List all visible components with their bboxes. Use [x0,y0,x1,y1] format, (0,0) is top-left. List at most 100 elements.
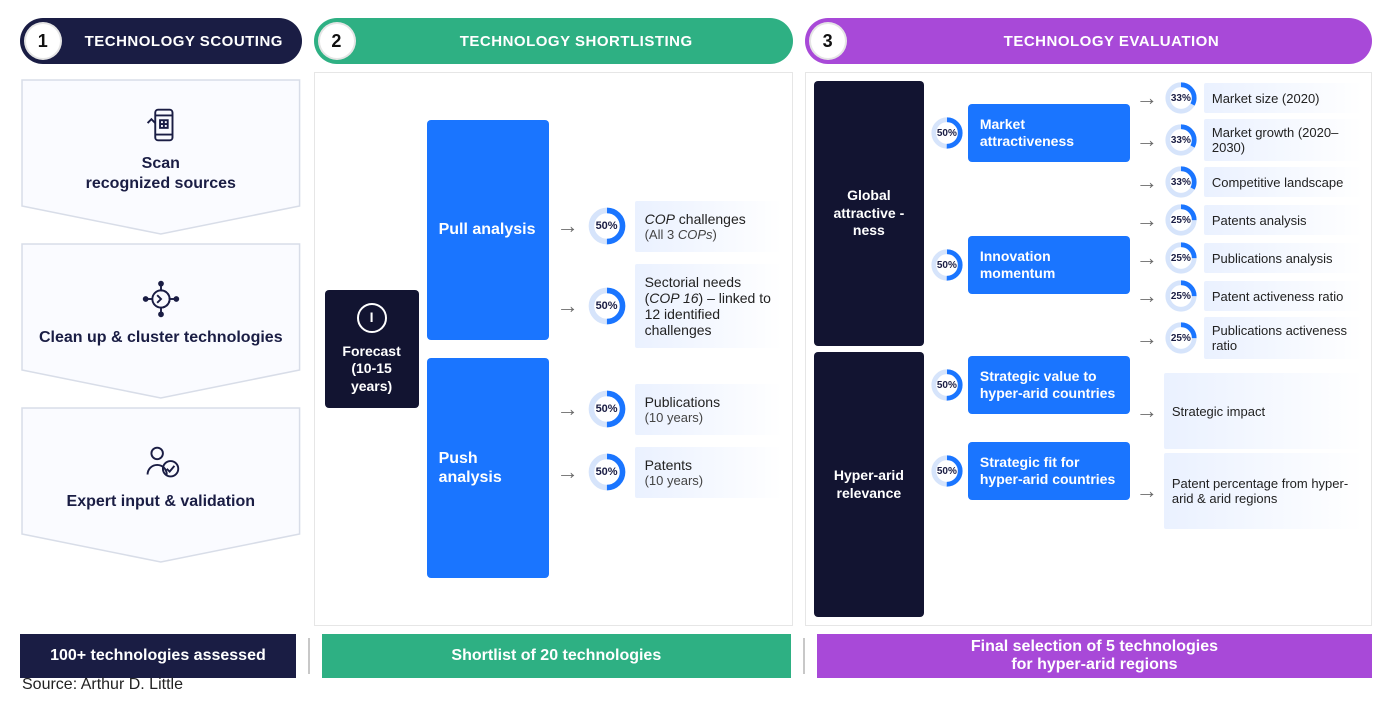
scouting-step-1: Scanrecognized sources [20,78,302,236]
criterion-label: Strategic value to hyper-arid countries [968,356,1130,414]
pct-ring: 50% [930,116,964,150]
eval-metric-1: → 33%Market size (2020) [1136,81,1363,115]
pct-ring: 50% [587,389,627,429]
column-scouting: 1 TECHNOLOGY SCOUTING Scanrecognized sou… [20,18,302,626]
arrow-icon: → [1136,87,1158,109]
pct-ring: 50% [930,454,964,488]
metric-label: Market growth (2020–2030) [1204,119,1363,161]
arrow-icon: → [1136,209,1158,231]
header-title-2: TECHNOLOGY SHORTLISTING [368,33,785,50]
criterion-label: Strategic fit for hyper-arid countries [968,442,1130,500]
scan-icon [138,102,184,148]
header-pill-3: 3 TECHNOLOGY EVALUATION [805,18,1372,64]
metric-label: Publications analysis [1204,243,1363,273]
header-title-3: TECHNOLOGY EVALUATION [859,33,1364,50]
item-text: Sectorial needs (COP 16) – linked to 12 … [635,264,782,348]
eval-category-2: Hyper-arid relevance [814,352,924,617]
col1-body: Scanrecognized sources Clean up & cluster… [20,64,302,626]
forecast-box: I Forecast (10-15 years) [325,290,419,408]
push-analysis-box: Push analysis [427,358,549,578]
pct-ring: 50% [930,248,964,282]
pct-ring: 25% [1164,279,1198,313]
shortlist-item-3: → 50%Publications(10 years) [557,384,782,435]
arrow-icon: → [1136,129,1158,151]
pct-ring: 33% [1164,81,1198,115]
pct-ring: 33% [1164,123,1198,157]
eval-criterion-1: 50%Market attractiveness [930,81,1130,185]
item-text: Publications(10 years) [635,384,782,435]
arrow-icon: → [557,398,579,420]
eval-criterion-2: 50%Innovation momentum [930,191,1130,339]
eval-metric-3: → 33%Competitive landscape [1136,165,1363,199]
eval-metric-4: → 25%Patents analysis [1136,203,1363,237]
arrow-icon: → [1136,285,1158,307]
expert-icon [138,440,184,486]
step-label: Clean up & cluster technologies [39,328,283,348]
eval-metric-8: → Strategic impact [1136,373,1363,449]
col3-left: Global attractive -nessHyper-arid releva… [814,81,924,617]
arrow-icon: → [557,295,579,317]
metric-label: Market size (2020) [1204,83,1363,113]
metric-label: Publications activeness ratio [1204,317,1363,359]
criterion-label: Market attractiveness [968,104,1130,162]
header-pill-2: 2 TECHNOLOGY SHORTLISTING [314,18,793,64]
pct-ring: 50% [587,452,627,492]
forecast-num: I [357,303,387,333]
eval-criterion-3: 50%Strategic value to hyper-arid countri… [930,345,1130,425]
pct-ring: 50% [930,368,964,402]
cluster-icon [138,276,184,322]
arrow-icon: → [1136,327,1158,349]
footer-divider-1 [308,638,310,674]
col3-right: →33%Market size (2020)→33%Market growth … [1136,81,1363,617]
footer-2: Shortlist of 20 technologies [322,634,791,678]
footer-bars: 100+ technologies assessed Shortlist of … [20,634,1372,678]
header-num-2: 2 [318,22,356,60]
item-text: COP challenges(All 3 COPs) [635,201,782,252]
metric-label: Patent percentage from hyper-arid & arid… [1164,453,1363,529]
column-evaluation: 3 TECHNOLOGY EVALUATION Global attractiv… [805,18,1372,626]
col3-mid: 50%Market attractiveness50%Innovation mo… [930,81,1130,617]
arrow-icon: → [1136,480,1158,502]
eval-criterion-4: 50%Strategic fit for hyper-arid countrie… [930,431,1130,511]
footer-divider-2 [803,638,805,674]
eval-category-1: Global attractive -ness [814,81,924,346]
arrow-icon: → [1136,247,1158,269]
col2-body: I Forecast (10-15 years) Pull analysis P… [314,72,793,626]
scouting-step-3: Expert input & validation [20,406,302,564]
col3-body: Global attractive -nessHyper-arid releva… [805,72,1372,626]
pct-ring: 33% [1164,165,1198,199]
scouting-step-2: Clean up & cluster technologies [20,242,302,400]
eval-metric-9: → Patent percentage from hyper-arid & ari… [1136,453,1363,529]
step-label: Expert input & validation [67,492,255,512]
header-pill-1: 1 TECHNOLOGY SCOUTING [20,18,302,64]
column-shortlisting: 2 TECHNOLOGY SHORTLISTING I Forecast (10… [314,18,793,626]
header-num-1: 1 [24,22,62,60]
metric-label: Strategic impact [1164,373,1363,449]
metric-label: Competitive landscape [1204,167,1363,197]
shortlist-item-2: → 50%Sectorial needs (COP 16) – linked to… [557,264,782,348]
diagram-container: 1 TECHNOLOGY SCOUTING Scanrecognized sou… [20,18,1372,626]
header-num-3: 3 [809,22,847,60]
metric-label: Patent activeness ratio [1204,281,1363,311]
arrow-icon: → [557,215,579,237]
footer-1: 100+ technologies assessed [20,634,296,678]
arrow-icon: → [1136,400,1158,422]
col2-analyses: Pull analysis Push analysis [427,120,549,578]
metric-label: Patents analysis [1204,205,1363,235]
forecast-label: Forecast (10-15 years) [333,343,411,396]
header-title-1: TECHNOLOGY SCOUTING [74,33,294,50]
pct-ring: 25% [1164,321,1198,355]
pct-ring: 50% [587,286,627,326]
pct-ring: 25% [1164,241,1198,275]
pct-ring: 50% [587,206,627,246]
criterion-label: Innovation momentum [968,236,1130,294]
shortlist-item-4: →50%Patents(10 years) [557,447,782,498]
eval-metric-5: → 25%Publications analysis [1136,241,1363,275]
pct-ring: 25% [1164,203,1198,237]
source-attribution: Source: Arthur D. Little [22,676,183,694]
arrow-icon: → [1136,171,1158,193]
step-label: Scanrecognized sources [86,154,236,194]
eval-metric-2: → 33%Market growth (2020–2030) [1136,119,1363,161]
eval-metric-6: → 25%Patent activeness ratio [1136,279,1363,313]
shortlist-item-1: → 50%COP challenges(All 3 COPs) [557,201,782,252]
